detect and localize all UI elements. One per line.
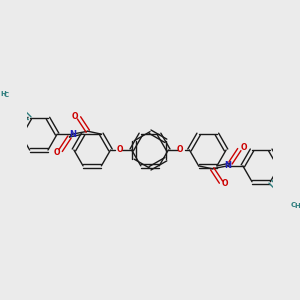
Text: O: O	[117, 146, 123, 154]
Text: O: O	[222, 179, 229, 188]
Text: O: O	[71, 112, 78, 121]
Text: N: N	[224, 161, 231, 170]
Text: C: C	[4, 92, 9, 98]
Text: O: O	[53, 148, 60, 157]
Text: H: H	[0, 91, 6, 97]
Text: H: H	[294, 203, 300, 209]
Text: C: C	[291, 202, 296, 208]
Text: O: O	[240, 143, 247, 152]
Text: N: N	[69, 130, 76, 139]
Text: O: O	[177, 146, 183, 154]
